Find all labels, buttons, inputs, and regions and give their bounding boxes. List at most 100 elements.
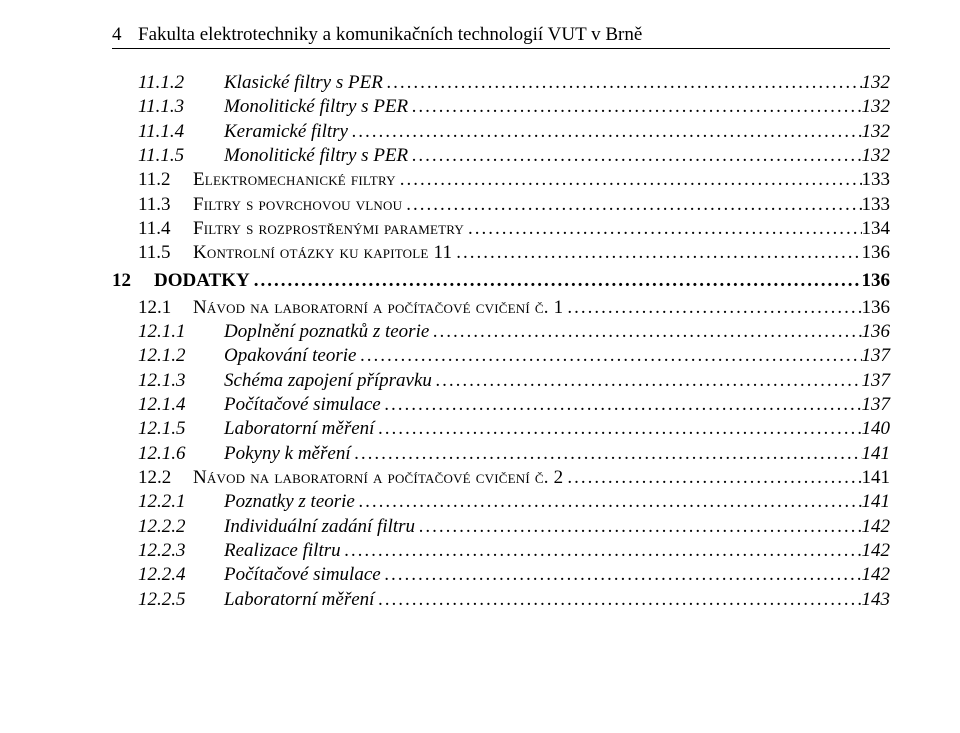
toc-entry: 12.1.4Počítačové simulace137 [138, 393, 890, 417]
toc-leader-dots [383, 71, 862, 95]
toc-entry-number: 11.1.5 [138, 144, 224, 168]
toc-entry-number: 12.1.6 [138, 442, 224, 466]
toc-leader-dots [396, 168, 862, 192]
toc-entry-label: Keramické filtry [224, 120, 348, 144]
toc-entry-page: 141 [862, 490, 891, 514]
toc-entry-page: 136 [862, 296, 891, 320]
header-rule [112, 48, 890, 49]
toc-entry-label: Laboratorní měření [224, 588, 374, 612]
toc-entry-label: Doplnění poznatků z teorie [224, 320, 429, 344]
toc-leader-dots [408, 144, 861, 168]
toc-entry-label: Poznatky z teorie [224, 490, 355, 514]
toc-leader-dots [355, 490, 862, 514]
toc-leader-dots [429, 320, 861, 344]
toc-leader-dots [341, 539, 862, 563]
toc-entry-page: 137 [862, 369, 891, 393]
toc-leader-dots [374, 588, 861, 612]
toc-entry-label: Kontrolní otázky ku kapitole 11 [193, 241, 452, 265]
toc-leader-dots [381, 393, 862, 417]
toc-entry: 11.5Kontrolní otázky ku kapitole 11 136 [138, 241, 890, 265]
toc-entry-number: 12.1.4 [138, 393, 224, 417]
toc-leader-dots [356, 344, 861, 368]
toc-leader-dots [563, 466, 861, 490]
toc-entry-number: 11.1.4 [138, 120, 224, 144]
toc-entry-number: 11.2 [138, 168, 193, 192]
toc-entry-page: 142 [862, 515, 891, 539]
toc-entry-label: Klasické filtry s PER [224, 71, 383, 95]
toc-entry-label: Individuální zadání filtru [224, 515, 415, 539]
toc-entry: 11.1.5Monolitické filtry s PER 132 [138, 144, 890, 168]
toc-entry-label: Filtry s rozprostřenými parametry [193, 217, 464, 241]
toc-leader-dots [348, 120, 862, 144]
toc-leader-dots [563, 296, 861, 320]
toc-entry-number: 12.1.3 [138, 369, 224, 393]
toc-entry-label: Realizace filtru [224, 539, 341, 563]
toc-entry-number: 12.1.2 [138, 344, 224, 368]
toc-entry: 12.2.1Poznatky z teorie 141 [138, 490, 890, 514]
toc-entry: 11.2Elektromechanické filtry133 [138, 168, 890, 192]
toc-entry: 11.3Filtry s povrchovou vlnou133 [138, 193, 890, 217]
toc-entry-page: 143 [862, 588, 891, 612]
toc-entry-page: 137 [862, 393, 891, 417]
toc-leader-dots [250, 269, 862, 293]
toc-entry-number: 12.1 [138, 296, 193, 320]
toc-leader-dots [374, 417, 861, 441]
page-title: Fakulta elektrotechniky a komunikačních … [138, 24, 890, 46]
toc-entry: 12.1Návod na laboratorní a počítačové cv… [138, 296, 890, 320]
toc-entry-number: 11.3 [138, 193, 193, 217]
toc-entry: 12.1.2Opakování teorie137 [138, 344, 890, 368]
toc-entry-number: 12.2.3 [138, 539, 224, 563]
page-header: 4 Fakulta elektrotechniky a komunikačníc… [112, 24, 890, 46]
toc-entry-number: 11.1.3 [138, 95, 224, 119]
toc-leader-dots [351, 442, 862, 466]
toc-entry-label: Pokyny k měření [224, 442, 351, 466]
toc-entry-label: DODATKY [154, 269, 250, 293]
toc-leader-dots [402, 193, 861, 217]
toc-entry-page: 134 [862, 217, 891, 241]
toc-entry-number: 12.2.2 [138, 515, 224, 539]
toc-entry-label: Laboratorní měření [224, 417, 374, 441]
toc-entry-number: 11.4 [138, 217, 193, 241]
toc-entry-label: Schéma zapojení přípravku [224, 369, 432, 393]
toc-leader-dots [381, 563, 862, 587]
toc-entry-page: 133 [862, 168, 891, 192]
toc-entry: 12.2.4Počítačové simulace142 [138, 563, 890, 587]
toc-entry-number: 12.2.1 [138, 490, 224, 514]
toc-entry: 11.1.2Klasické filtry s PER 132 [138, 71, 890, 95]
toc-entry-number: 12.1.5 [138, 417, 224, 441]
toc-entry-number: 11.5 [138, 241, 193, 265]
toc-entry-label: Monolitické filtry s PER [224, 144, 408, 168]
toc-entry-page: 136 [862, 320, 891, 344]
toc-entry: 12.1.6Pokyny k měření 141 [138, 442, 890, 466]
toc-entry: 12.1.3Schéma zapojení přípravku 137 [138, 369, 890, 393]
toc-entry-page: 132 [862, 71, 891, 95]
toc-entry-page: 141 [862, 442, 891, 466]
toc-entry-label: Návod na laboratorní a počítačové cvičen… [193, 466, 563, 490]
toc-entry-label: Monolitické filtry s PER [224, 95, 408, 119]
toc-entry: 11.1.3Monolitické filtry s PER 132 [138, 95, 890, 119]
toc-entry-page: 132 [862, 144, 891, 168]
toc-entry: 11.1.4Keramické filtry 132 [138, 120, 890, 144]
toc-entry-page: 140 [862, 417, 891, 441]
toc-entry-label: Počítačové simulace [224, 563, 381, 587]
toc-entry: 12.2.5Laboratorní měření 143 [138, 588, 890, 612]
toc-entry: 12.2.2Individuální zadání filtru 142 [138, 515, 890, 539]
toc-entry-page: 133 [862, 193, 891, 217]
toc-entry-page: 141 [862, 466, 891, 490]
document-page: 4 Fakulta elektrotechniky a komunikačníc… [0, 0, 960, 612]
toc-entry-number: 12.2.5 [138, 588, 224, 612]
toc-entry-number: 11.1.2 [138, 71, 224, 95]
toc-leader-dots [464, 217, 861, 241]
toc-entry-page: 136 [862, 241, 891, 265]
toc-entry-page: 132 [862, 120, 891, 144]
toc-entry-page: 136 [862, 269, 891, 293]
page-number: 4 [112, 24, 138, 46]
toc-entry: 12.1.5Laboratorní měření 140 [138, 417, 890, 441]
toc-entry: 12.2Návod na laboratorní a počítačové cv… [138, 466, 890, 490]
toc-entry-number: 12.2 [138, 466, 193, 490]
toc-entry: 12.2.3Realizace filtru142 [138, 539, 890, 563]
toc-entry-page: 132 [862, 95, 891, 119]
toc-entry-number: 12 [112, 269, 154, 293]
toc-leader-dots [432, 369, 862, 393]
toc-entry-page: 142 [862, 563, 891, 587]
